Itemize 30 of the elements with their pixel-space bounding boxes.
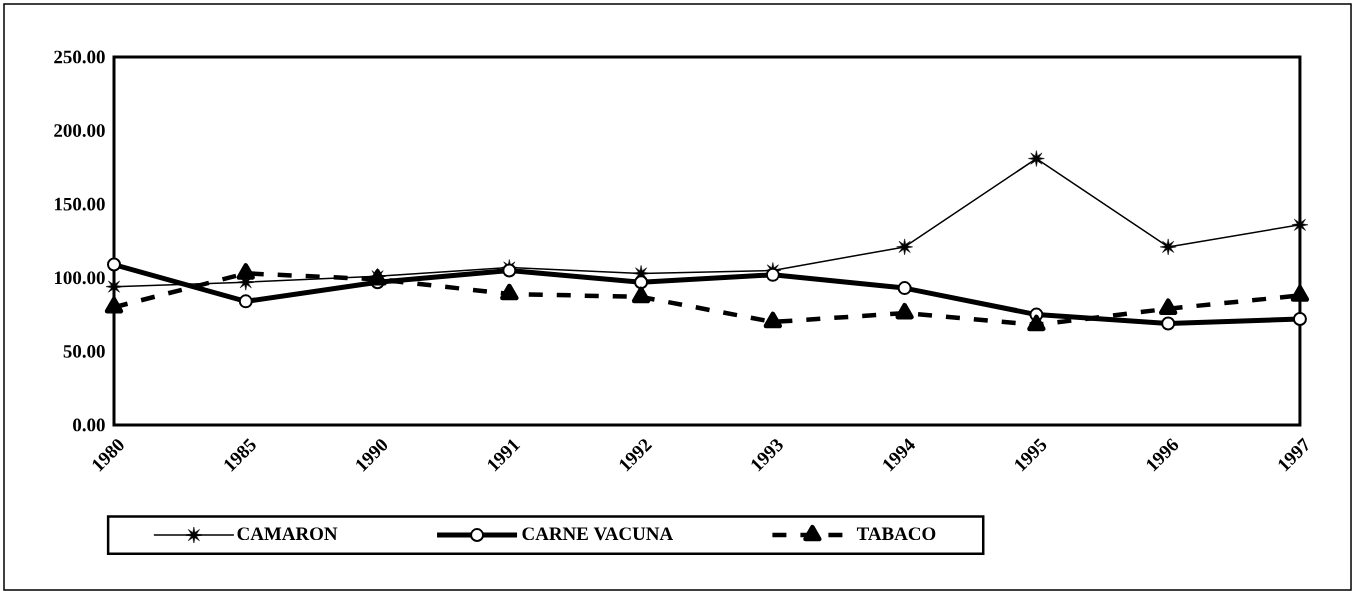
y-tick-label: 200.00 xyxy=(54,124,105,138)
point xyxy=(897,281,912,296)
point xyxy=(104,296,124,314)
point xyxy=(236,263,255,280)
point xyxy=(895,302,914,320)
point xyxy=(107,257,121,272)
point xyxy=(1028,150,1045,167)
point xyxy=(631,286,651,304)
legend-label: CAMARON xyxy=(237,527,338,541)
legend-label: CARNE VACUNA xyxy=(522,527,674,541)
point xyxy=(763,311,783,329)
point xyxy=(1161,316,1176,331)
point xyxy=(1290,285,1310,302)
y-tick-label: 100.00 xyxy=(54,271,105,285)
point xyxy=(502,263,517,278)
y-tick-label: 250.00 xyxy=(54,50,105,64)
point xyxy=(105,278,123,295)
y-tick-label: 150.00 xyxy=(54,197,105,211)
point xyxy=(1027,314,1046,332)
y-tick-label: 50.00 xyxy=(63,344,105,358)
point xyxy=(896,238,913,256)
point xyxy=(500,283,519,301)
y-tick-label: 0.00 xyxy=(73,418,105,432)
legend-label: TABACO xyxy=(856,527,936,541)
point xyxy=(1158,298,1178,315)
point xyxy=(765,267,780,282)
point xyxy=(634,275,649,290)
point xyxy=(1159,238,1177,256)
point xyxy=(238,294,253,309)
point xyxy=(1292,312,1307,327)
